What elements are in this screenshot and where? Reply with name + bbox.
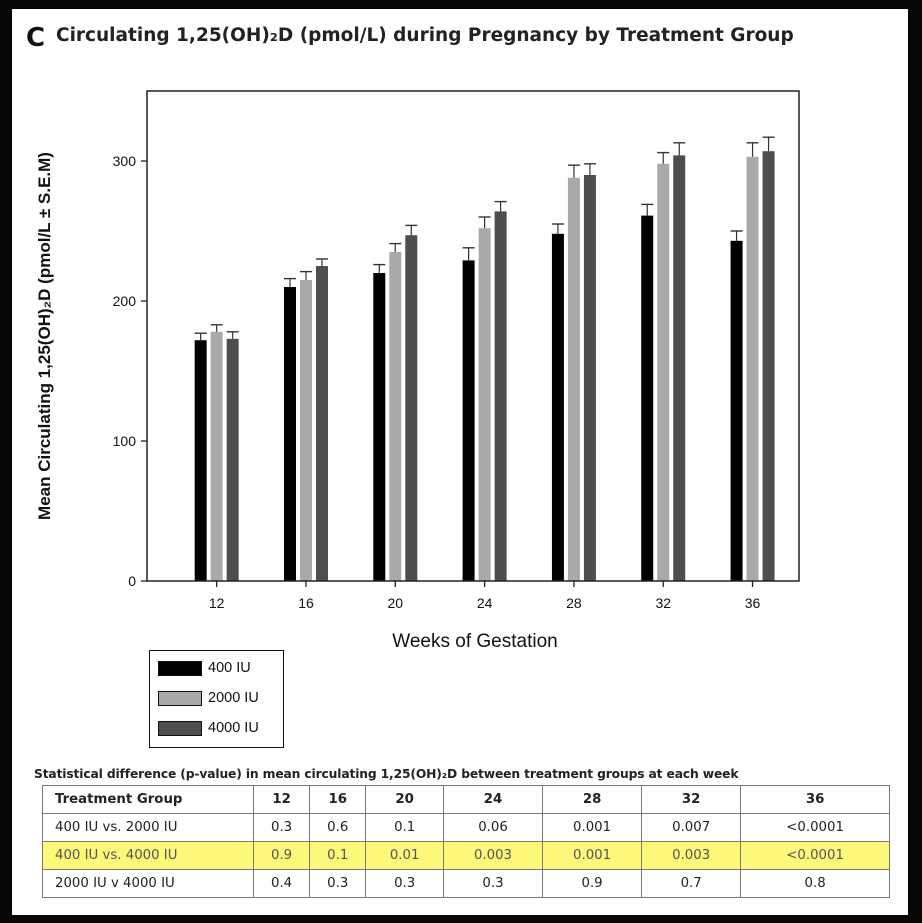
p-value-cell: 0.1 <box>365 813 444 842</box>
p-value-cell: 0.003 <box>641 841 742 870</box>
bar-2000iu-week-36 <box>746 156 759 582</box>
p-value-cell: 0.3 <box>365 869 444 898</box>
header-week-12: 12 <box>252 785 311 814</box>
bars-layer <box>194 151 775 582</box>
header-week-16: 16 <box>309 785 367 814</box>
p-value-cell: 0.3 <box>442 869 544 898</box>
x-tick-label: 16 <box>298 595 314 611</box>
bar-2000iu-week-12 <box>210 331 223 581</box>
p-value-cell: 0.3 <box>309 869 367 898</box>
legend-label-4000iu: 4000 IU <box>208 720 259 736</box>
y-axis-label: Mean Circulating 1,25(OH)₂D (pmol/L ± S.… <box>35 152 54 520</box>
legend-label-2000iu: 2000 IU <box>208 690 259 706</box>
bar-4000iu-week-28 <box>583 175 596 581</box>
p-value-cell: 0.01 <box>365 841 444 870</box>
legend-item-2000iu: 2000 IU <box>158 689 259 707</box>
plot-area-frame <box>146 90 800 582</box>
p-value-cell: 0.001 <box>542 813 643 842</box>
legend: 400 IU 2000 IU 4000 IU <box>149 650 284 748</box>
p-value-cell: 0.8 <box>740 869 890 898</box>
row-group-label: 2000 IU v 4000 IU <box>42 869 254 898</box>
y-tick-label: 300 <box>113 153 137 169</box>
row-group-label: 400 IU vs. 2000 IU <box>42 813 254 842</box>
bar-2000iu-week-32 <box>657 163 670 582</box>
y-axis-ticks: 0 100 200 300 <box>113 153 147 589</box>
bar-400iu-week-28 <box>551 233 564 582</box>
p-value-cell: 0.1 <box>309 841 367 870</box>
legend-swatch-4000iu <box>158 720 202 736</box>
bar-4000iu-week-24 <box>494 211 507 581</box>
p-value-cell: 0.9 <box>542 869 643 898</box>
p-value-cell: 0.003 <box>442 841 544 870</box>
figure-panel: C Circulating 1,25(OH)₂D (pmol/L) during… <box>12 9 908 915</box>
p-value-cell: 0.7 <box>641 869 742 898</box>
header-treatment-group: Treatment Group <box>42 785 254 814</box>
x-axis-ticks: 12 16 20 24 28 32 36 <box>209 581 761 611</box>
x-tick-label: 28 <box>566 595 582 611</box>
bar-4000iu-week-32 <box>673 155 686 581</box>
x-axis-label: Weeks of Gestation <box>392 631 557 652</box>
legend-label-400iu: 400 IU <box>208 660 251 676</box>
legend-swatch-2000iu <box>158 690 202 706</box>
bar-400iu-week-36 <box>730 240 743 582</box>
bar-400iu-week-32 <box>641 215 654 581</box>
panel-letter: C <box>26 23 46 53</box>
table-row: 2000 IU v 4000 IU 0.4 0.3 0.3 0.3 0.9 0.… <box>42 869 890 898</box>
legend-swatch-400iu <box>158 660 202 676</box>
header-week-36: 36 <box>740 785 890 814</box>
bar-4000iu-week-16 <box>315 266 328 581</box>
bar-2000iu-week-24 <box>478 228 491 581</box>
header-week-24: 24 <box>442 785 544 814</box>
bar-400iu-week-20 <box>373 273 386 581</box>
table-row-highlighted: 400 IU vs. 4000 IU 0.9 0.1 0.01 0.003 0.… <box>42 841 890 870</box>
row-group-label: 400 IU vs. 4000 IU <box>42 841 254 870</box>
x-tick-label: 24 <box>477 595 493 611</box>
x-tick-label: 32 <box>655 595 671 611</box>
chart-title: Circulating 1,25(OH)₂D (pmol/L) during P… <box>56 25 794 46</box>
y-tick-label: 0 <box>128 573 136 589</box>
error-bars-layer <box>194 136 775 341</box>
bar-2000iu-week-28 <box>567 177 580 582</box>
y-tick-label: 100 <box>113 433 137 449</box>
legend-item-400iu: 400 IU <box>158 659 251 677</box>
bar-4000iu-week-12 <box>226 338 239 581</box>
y-tick-label: 200 <box>113 293 137 309</box>
p-value-cell: 0.9 <box>252 841 311 870</box>
x-tick-label: 12 <box>209 595 225 611</box>
stats-table-header-row: Treatment Group 12 16 20 24 28 32 36 <box>42 785 890 814</box>
p-value-cell: 0.06 <box>442 813 544 842</box>
legend-item-4000iu: 4000 IU <box>158 719 259 737</box>
p-value-cell: 0.4 <box>252 869 311 898</box>
x-tick-label: 36 <box>745 595 761 611</box>
p-value-cell: 0.3 <box>252 813 311 842</box>
p-value-cell: 0.007 <box>641 813 742 842</box>
p-value-cell: <0.0001 <box>740 841 890 870</box>
bar-400iu-week-12 <box>194 340 207 581</box>
bar-2000iu-week-20 <box>389 252 402 581</box>
bar-400iu-week-16 <box>283 287 296 581</box>
stats-table: Treatment Group 12 16 20 24 28 32 36 400… <box>42 785 890 898</box>
header-week-20: 20 <box>365 785 444 814</box>
x-tick-label: 20 <box>388 595 404 611</box>
header-week-28: 28 <box>542 785 643 814</box>
bar-2000iu-week-16 <box>299 280 312 581</box>
bar-4000iu-week-20 <box>405 235 418 581</box>
p-value-cell: 0.001 <box>542 841 643 870</box>
bar-400iu-week-24 <box>462 260 475 581</box>
p-value-cell: <0.0001 <box>740 813 890 842</box>
bar-4000iu-week-36 <box>762 151 775 581</box>
table-row: 400 IU vs. 2000 IU 0.3 0.6 0.1 0.06 0.00… <box>42 813 890 842</box>
bar-chart: 0 100 200 300 12 16 20 24 28 32 36 Weeks of Gesta… <box>35 90 800 652</box>
p-value-cell: 0.6 <box>309 813 367 842</box>
header-week-32: 32 <box>641 785 742 814</box>
stats-table-caption: Statistical difference (p-value) in mean… <box>34 767 739 781</box>
